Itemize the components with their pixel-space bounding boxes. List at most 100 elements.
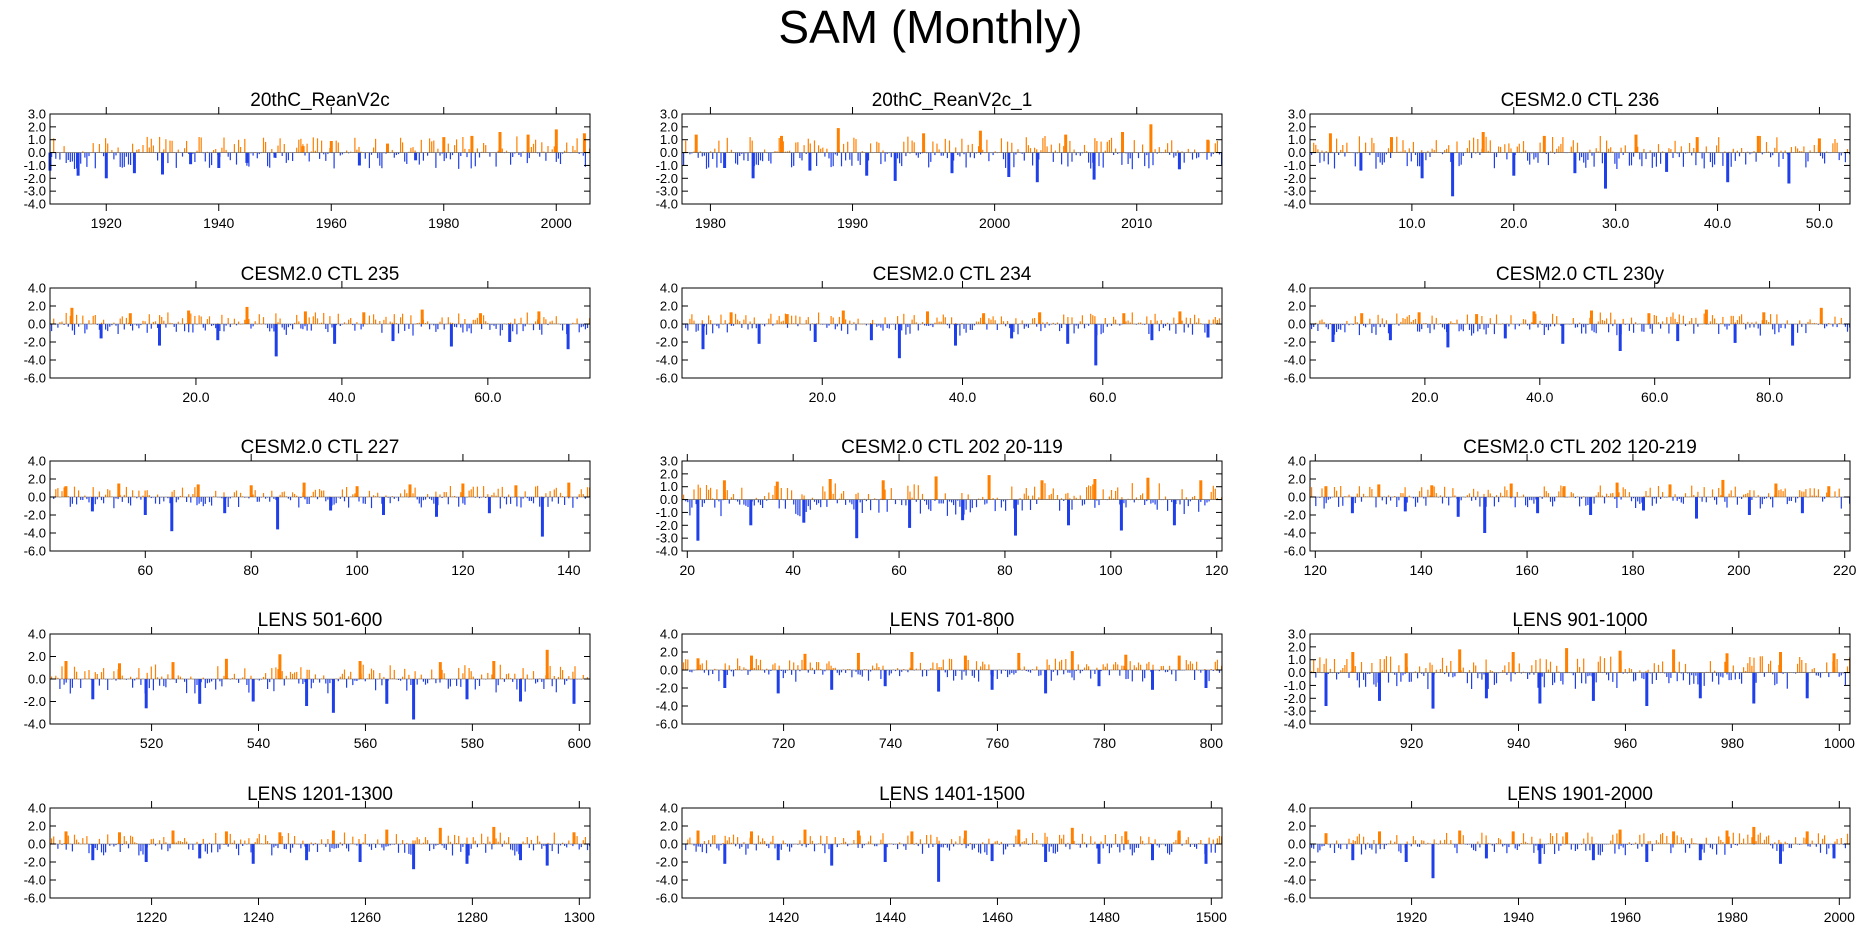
texture-bar (63, 324, 65, 325)
texture-bar (870, 323, 872, 324)
texture-bar (1714, 152, 1716, 165)
texture-bar (1788, 844, 1790, 848)
texture-bar (535, 139, 537, 153)
texture-bar (784, 499, 786, 509)
texture-bar (1630, 152, 1633, 166)
data-bar (1446, 324, 1450, 348)
texture-bar (1183, 499, 1185, 514)
texture-bar (429, 497, 431, 499)
texture-bar (1666, 835, 1668, 844)
texture-bar (1385, 152, 1387, 155)
texture-bar (1701, 844, 1703, 850)
texture-bar (1502, 670, 1504, 673)
texture-bar (1133, 499, 1135, 503)
texture-bar (1489, 140, 1491, 153)
texture-bar (152, 679, 154, 691)
texture-bar (1446, 148, 1448, 153)
data-bar (893, 152, 897, 181)
texture-bar (1079, 495, 1081, 500)
texture-bar (1002, 499, 1005, 502)
texture-bar (354, 137, 356, 153)
y-tick-label: 0.0 (1288, 317, 1306, 332)
x-tick-label: 1420 (768, 909, 799, 925)
texture-bar (786, 844, 789, 847)
texture-bar (741, 324, 743, 328)
texture-bar (1377, 314, 1379, 324)
texture-bar (1336, 672, 1338, 680)
texture-bar (1348, 494, 1350, 497)
texture-bar (1495, 495, 1498, 497)
texture-bar (1417, 152, 1419, 167)
texture-bar (1046, 659, 1048, 670)
texture-bar (516, 324, 518, 335)
texture-bar (82, 497, 84, 500)
texture-bar (859, 499, 861, 503)
texture-bar (1811, 495, 1813, 497)
texture-bar (514, 318, 516, 324)
texture-bar (1396, 835, 1398, 844)
texture-bar (697, 844, 699, 847)
texture-bar (915, 322, 917, 324)
texture-bar (1527, 324, 1529, 326)
texture-bar (726, 137, 728, 153)
texture-bar (298, 679, 300, 684)
texture-bar (381, 497, 383, 504)
texture-bar (722, 499, 724, 501)
data-bar (1331, 324, 1335, 342)
texture-bar (859, 670, 861, 675)
texture-bar (1840, 497, 1842, 509)
texture-bar (1340, 486, 1342, 497)
texture-bar (957, 499, 959, 501)
data-bar (331, 830, 335, 844)
texture-bar (1454, 323, 1456, 324)
data-bar (1511, 831, 1515, 844)
texture-bar (938, 149, 940, 153)
data-bar (1665, 152, 1669, 172)
texture-bar (1840, 317, 1842, 324)
texture-bar (1624, 669, 1626, 673)
texture-bar (1531, 152, 1533, 154)
texture-bar (1672, 497, 1674, 501)
texture-bar (1421, 672, 1423, 674)
texture-bar (973, 670, 975, 678)
texture-bar (1396, 672, 1398, 687)
texture-bar (722, 670, 724, 671)
y-tick-label: 0.0 (1288, 145, 1306, 160)
texture-bar (1013, 844, 1015, 847)
texture-bar (157, 152, 159, 161)
texture-bar (799, 316, 801, 324)
texture-bar (1005, 844, 1007, 850)
texture-bar (1009, 324, 1011, 329)
data-bar (305, 844, 309, 861)
texture-bar (1817, 833, 1819, 844)
texture-bar (1491, 496, 1493, 497)
texture-bar (1639, 497, 1641, 504)
data-bar (828, 479, 832, 500)
texture-bar (1811, 323, 1813, 324)
y-tick-label: 0.0 (28, 145, 46, 160)
texture-bar (483, 843, 485, 844)
texture-bar (553, 489, 555, 497)
texture-bar (701, 499, 703, 507)
texture-bar (909, 152, 911, 154)
texture-bar (778, 499, 780, 509)
data-bar (302, 482, 306, 497)
texture-bar (400, 679, 402, 681)
data-bar (1483, 497, 1487, 533)
data-bar (1328, 133, 1332, 153)
texture-bar (1054, 658, 1056, 670)
texture-bar (1657, 144, 1660, 153)
texture-bar (1747, 321, 1749, 324)
texture-bar (470, 671, 472, 679)
data-bar (1604, 152, 1607, 189)
texture-bar (1786, 497, 1788, 505)
data-bar (1035, 152, 1039, 183)
texture-bar (312, 491, 314, 497)
texture-bar (730, 670, 732, 672)
texture-bar (219, 679, 221, 682)
data-bar (1067, 499, 1070, 526)
texture-bar (697, 152, 699, 158)
texture-bar (1311, 324, 1313, 330)
texture-bar (460, 324, 462, 328)
texture-bar (586, 844, 589, 851)
